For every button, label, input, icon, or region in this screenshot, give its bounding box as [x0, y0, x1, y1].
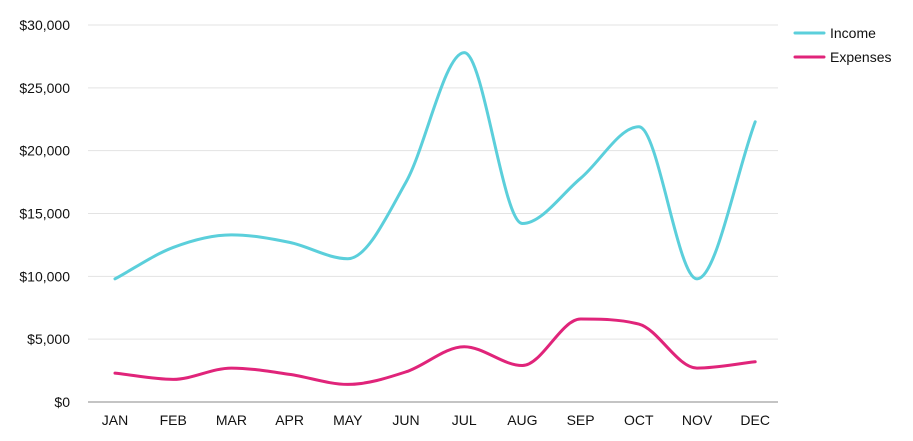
- x-tick-label: NOV: [682, 412, 713, 428]
- x-tick-label: DEC: [740, 412, 770, 428]
- y-tick-label: $10,000: [19, 268, 70, 284]
- x-axis-tick-labels: JAN FEB MAR APR MAY JUN JUL AUG SEP OCT NOV DEC: [102, 412, 770, 428]
- legend: Income Expenses: [793, 25, 891, 65]
- y-tick-label: $20,000: [19, 143, 70, 159]
- series-line-income: [113, 51, 757, 281]
- x-tick-label: JAN: [102, 412, 128, 428]
- y-tick-label: $25,000: [19, 80, 70, 96]
- x-tick-label: OCT: [624, 412, 654, 428]
- x-tick-label: FEB: [160, 412, 187, 428]
- y-tick-label: $30,000: [19, 17, 70, 33]
- x-tick-label: JUN: [392, 412, 419, 428]
- x-tick-label: AUG: [507, 412, 537, 428]
- legend-label-income: Income: [830, 25, 876, 41]
- x-tick-label: MAY: [333, 412, 363, 428]
- x-tick-label: JUL: [452, 412, 477, 428]
- series-line-expenses: [113, 317, 757, 386]
- y-tick-label: $0: [54, 394, 70, 410]
- grid-lines: [88, 24, 778, 340]
- x-tick-label: APR: [275, 412, 304, 428]
- y-axis-tick-labels: $0 $5,000 $10,000 $15,000 $20,000 $25,000 $30,…: [19, 17, 70, 410]
- x-tick-label: MAR: [216, 412, 247, 428]
- y-tick-label: $15,000: [19, 206, 70, 222]
- legend-label-expenses: Expenses: [830, 49, 891, 65]
- x-tick-label: SEP: [567, 412, 595, 428]
- y-tick-label: $5,000: [27, 331, 70, 347]
- series-lines: [113, 51, 757, 386]
